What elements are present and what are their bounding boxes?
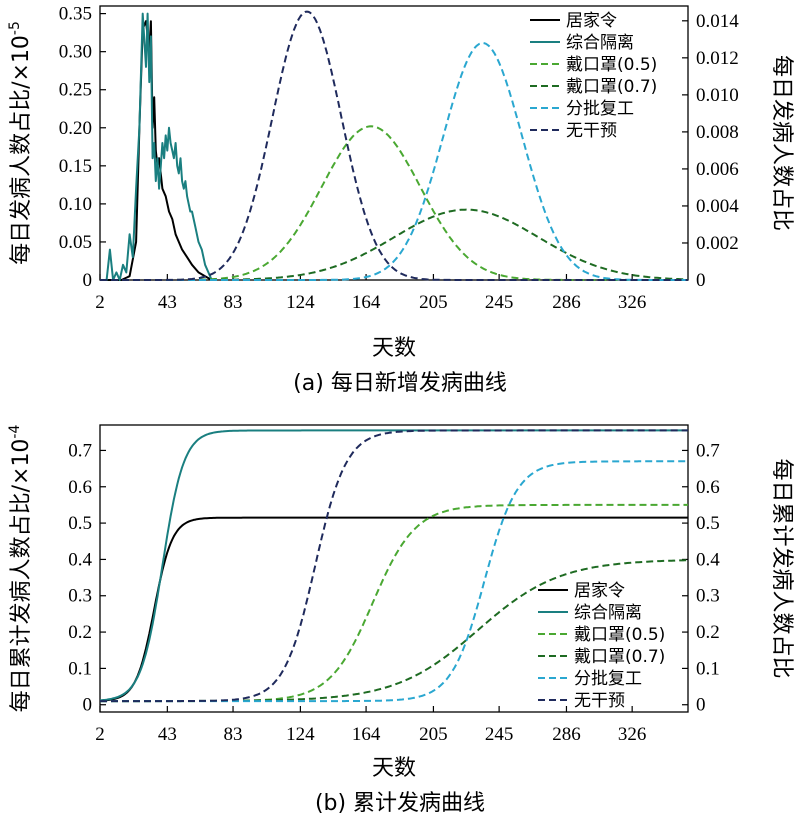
x-tick-label: 124 [286, 292, 315, 313]
x-axis-label: 天数 [372, 756, 416, 781]
y-right-tick-label: 0.4 [696, 549, 720, 570]
legend-label: 综合隔离 [566, 33, 634, 53]
y-right-tick-label: 0.1 [696, 658, 720, 679]
y-right-tick-label: 0 [696, 270, 706, 291]
legend-label: 戴口罩(0.7) [566, 77, 657, 97]
chart-caption: (b) 累计发病曲线 [315, 791, 485, 816]
legend-label: 综合隔离 [574, 603, 642, 623]
y-left-axis-label: 每日发病人数占比/×10-5 [7, 21, 34, 265]
y-left-tick-label: 0.35 [59, 4, 92, 25]
y-right-tick-label: 0 [696, 695, 706, 716]
x-axis-label: 天数 [372, 336, 416, 361]
y-left-axis-label: 每日累计发病人数占比/×10-4 [7, 425, 34, 713]
legend-label: 居家令 [566, 11, 617, 31]
y-right-tick-label: 0.002 [696, 233, 739, 254]
series-line-5 [100, 10, 688, 281]
y-right-tick-label: 0.3 [696, 586, 720, 607]
legend-label: 居家令 [574, 581, 625, 601]
x-tick-label: 205 [419, 724, 448, 745]
y-left-tick-label: 0.3 [68, 586, 92, 607]
series-line-1 [100, 12, 213, 281]
y-left-tick-label: 0.30 [59, 42, 92, 63]
x-tick-label: 205 [419, 292, 448, 313]
legend-label: 无干预 [566, 121, 617, 141]
series-line-2 [100, 503, 688, 703]
chart-panel-a: 2 43 83 124 164 205 245 286 326 0 0.05 0.10 0.15 0.20… [7, 4, 794, 396]
y-right-axis-label: 每日发病人数占比 [769, 55, 794, 231]
y-right-axis-label: 每日累计发病人数占比 [769, 458, 794, 678]
y-right-tick-label: 0.7 [696, 440, 720, 461]
legend-label: 戴口罩(0.5) [566, 55, 657, 75]
y-left-tick-label: 0.10 [59, 194, 92, 215]
x-tick-label: 43 [158, 724, 177, 745]
y-right-tick-label: 0.2 [696, 622, 720, 643]
y-right-tick-label: 0.012 [696, 48, 739, 69]
y-right-tick-label: 0.006 [696, 159, 739, 180]
y-left-tick-label: 0.4 [68, 549, 92, 570]
x-tick-label: 286 [552, 292, 581, 313]
y-left-tick-label: 0.1 [68, 658, 92, 679]
x-tick-label: 83 [224, 724, 243, 745]
x-tick-label: 83 [224, 292, 243, 313]
legend-label: 分批复工 [566, 99, 634, 119]
x-tick-label: 326 [618, 724, 647, 745]
legend-label: 戴口罩(0.7) [574, 647, 665, 667]
y-left-tick-label: 0.20 [59, 118, 92, 139]
y-right-tick-label: 0.010 [696, 85, 739, 106]
series-line-0 [100, 516, 688, 702]
chart-caption: (a) 每日新增发病曲线 [293, 371, 507, 396]
x-tick-label: 164 [352, 724, 381, 745]
x-tick-label: 164 [352, 292, 381, 313]
y-left-tick-label: 0.5 [68, 513, 92, 534]
series-line-1 [99, 429, 688, 702]
y-right-tick-label: 0.014 [696, 11, 739, 32]
x-tick-label: 326 [618, 292, 647, 313]
series-line-0 [100, 20, 213, 281]
y-left-tick-label: 0.7 [68, 440, 92, 461]
y-right-tick-label: 0.008 [696, 122, 739, 143]
x-tick-label: 245 [485, 292, 514, 313]
y-left-tick-label: 0 [83, 270, 93, 291]
y-left-tick-label: 0.6 [68, 477, 92, 498]
x-tick-label: 43 [158, 292, 177, 313]
y-left-tick-label: 0.05 [59, 232, 92, 253]
y-right-tick-label: 0.6 [696, 477, 720, 498]
x-tick-label: 2 [95, 292, 105, 313]
x-tick-label: 286 [552, 724, 581, 745]
x-tick-label: 2 [95, 724, 105, 745]
chart-panel-b: 2 43 83 124 164 205 245 286 326 0 0.1 0.2 0.3 0.4 0.5 0… [7, 424, 794, 816]
series-line-4 [100, 42, 688, 281]
x-tick-label: 124 [286, 724, 315, 745]
y-right-tick-label: 0.5 [696, 513, 720, 534]
y-left-tick-label: 0.2 [68, 622, 92, 643]
legend-label: 戴口罩(0.5) [574, 625, 665, 645]
series-line-3 [100, 208, 689, 281]
legend-label: 无干预 [574, 691, 625, 711]
y-right-tick-label: 0.004 [696, 196, 739, 217]
y-left-tick-label: 0.25 [59, 80, 92, 101]
plot-frame [99, 5, 689, 281]
y-left-tick-label: 0 [83, 695, 93, 716]
legend-label: 分批复工 [574, 669, 642, 689]
y-left-tick-label: 0.15 [59, 156, 92, 177]
plot-frame [99, 424, 689, 713]
x-tick-label: 245 [485, 724, 514, 745]
